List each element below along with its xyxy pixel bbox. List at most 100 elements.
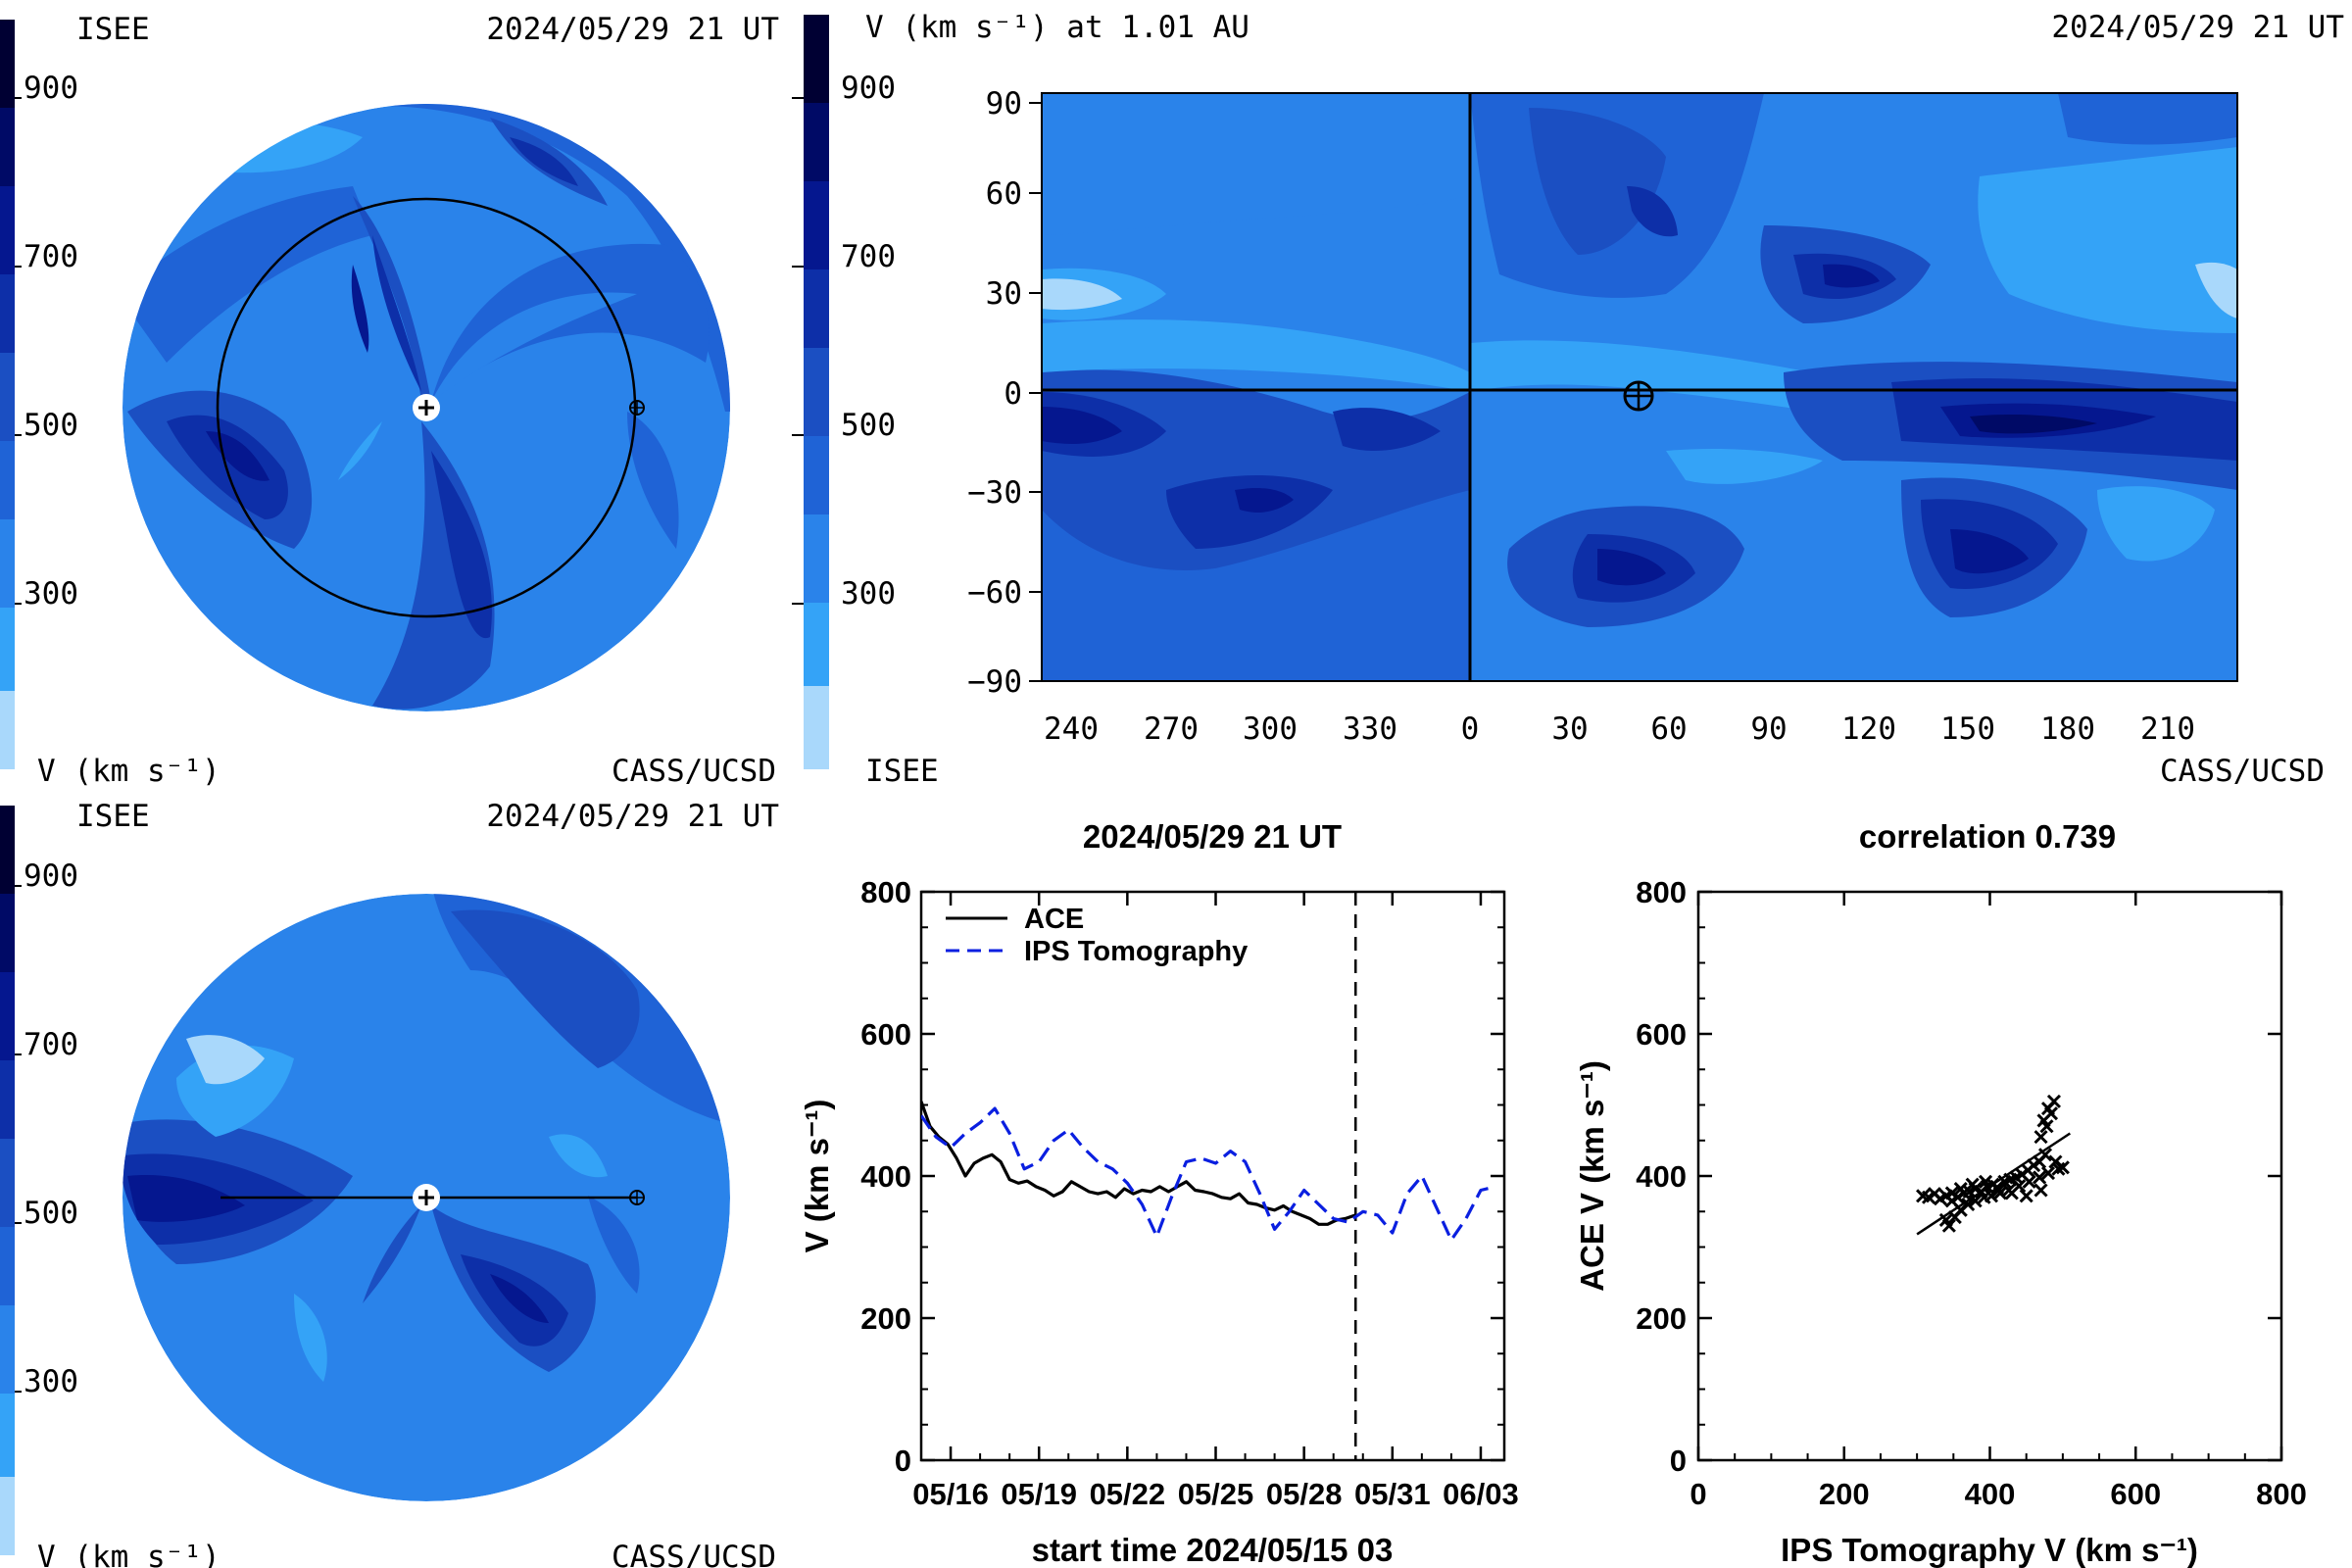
y-axis-label: ACE V (km s⁻¹) (1574, 1060, 1610, 1292)
y-axis-label: V (km s⁻¹) (799, 1100, 835, 1253)
series-line-ace (921, 1101, 1356, 1226)
y-tick-label: 0 (895, 1444, 911, 1478)
credit-label: CASS/UCSD (612, 754, 776, 789)
lon-tick-label: 270 (1144, 711, 1199, 747)
lon-tick-label: 180 (2040, 711, 2095, 747)
credit-label: CASS/UCSD (612, 1540, 776, 1568)
x-tick-label: 06/03 (1443, 1477, 1519, 1511)
scatter-point (2034, 1130, 2048, 1145)
colorbar-bottom-left: 900 700 500 300 (0, 806, 78, 1555)
colorbar-tick: 300 (24, 576, 78, 612)
date-label: 2024/05/29 21 UT (486, 799, 779, 834)
x-axis-label: start time 2024/05/15 03 (1032, 1532, 1394, 1568)
scatter-point (1944, 1186, 1959, 1200)
x-axis: 0 200 400 600 800 (1690, 892, 2307, 1511)
x-tick-label: 600 (2110, 1477, 2161, 1511)
scatter-point (1953, 1181, 1968, 1197)
y-tick-label: 600 (1636, 1017, 1687, 1052)
scatter-point (1965, 1177, 1980, 1192)
series-line-ips-tomography (921, 1106, 1496, 1242)
polar-contour-map (122, 104, 730, 711)
lon-tick-label: 330 (1343, 711, 1397, 747)
earth-icon (1623, 380, 1654, 412)
y-tick-label: 800 (860, 875, 911, 909)
colorbar-tick: 500 (841, 408, 896, 443)
lon-tick-label: 60 (1650, 711, 1687, 747)
date-label: 2024/05/29 21 UT (486, 12, 779, 47)
colorbar-tick: 300 (24, 1364, 78, 1399)
y-tick-label: 400 (1636, 1159, 1687, 1194)
regression-line (1916, 1132, 2072, 1236)
legend-label: IPS Tomography (1024, 936, 1248, 967)
org-label: ISEE (76, 12, 150, 47)
x-tick-label: 05/16 (912, 1477, 989, 1511)
lat-tick-label: −60 (967, 575, 1022, 611)
sun-icon (413, 394, 440, 421)
y-axis: 0 200 400 600 800 (860, 875, 1504, 1478)
scatter-point (2036, 1113, 2051, 1128)
chart-title: 2024/05/29 21 UT (1083, 818, 1342, 855)
lon-axis: 240 270 300 330 0 30 60 90 120 150 180 2… (1044, 711, 2195, 747)
x-tick-label: 200 (1819, 1477, 1870, 1511)
y-tick-label: 600 (860, 1017, 911, 1052)
x-tick-label: 0 (1690, 1477, 1706, 1511)
date-label: 2024/05/29 21 UT (2051, 10, 2344, 45)
scatter-point (2033, 1170, 2047, 1185)
x-axis-label: IPS Tomography V (km s⁻¹) (1781, 1532, 2198, 1568)
org-label: ISEE (76, 799, 150, 834)
lat-tick-label: −30 (967, 475, 1022, 511)
x-tick-label: 05/31 (1354, 1477, 1431, 1511)
scatter-point (2040, 1166, 2056, 1181)
credit-label: CASS/UCSD (2160, 754, 2325, 789)
lat-tick-label: 90 (986, 86, 1022, 122)
earth-icon (629, 1190, 645, 1205)
x-tick-label: 05/22 (1090, 1477, 1166, 1511)
lat-axis: 90 60 30 0 −30 −60 −90 (967, 86, 1042, 700)
scatter-point (2040, 1102, 2056, 1116)
x-tick-label: 800 (2256, 1477, 2307, 1511)
scatter-point (1961, 1197, 1976, 1212)
lat-tick-label: 60 (986, 176, 1022, 212)
legend: ACE IPS Tomography (946, 904, 1248, 967)
lon-tick-label: 150 (1940, 711, 1995, 747)
y-tick-label: 800 (1636, 875, 1687, 909)
scatter-point (2037, 1148, 2053, 1162)
lon-tick-label: 240 (1044, 711, 1099, 747)
y-tick-label: 200 (860, 1301, 911, 1336)
lon-tick-label: 210 (2140, 711, 2195, 747)
scatter-point (1941, 1218, 1956, 1233)
lat-tick-label: 30 (986, 276, 1022, 312)
colorbar-tick: 300 (841, 576, 896, 612)
latlon-map-panel: 900 700 500 300 V (km s⁻¹) at 1.01 AU 20… (792, 10, 2344, 789)
colorbar-tick: 900 (24, 858, 78, 894)
x-tick-label: 05/28 (1266, 1477, 1343, 1511)
x-tick-label: 05/25 (1178, 1477, 1254, 1511)
polar-panel-top: 900 700 500 300 ISEE 2024/05/29 21 UT V … (0, 12, 779, 789)
org-label: ISEE (865, 754, 939, 789)
y-tick-label: 0 (1670, 1444, 1687, 1478)
colorbar-tick: 500 (24, 408, 78, 443)
x-axis: 05/16 05/19 05/22 05/25 05/28 05/31 06/03 (912, 892, 1519, 1511)
lon-tick-label: 90 (1750, 711, 1787, 747)
sun-icon (413, 1184, 440, 1211)
scatter-point (2034, 1183, 2048, 1198)
colorbar-tick: 500 (24, 1196, 78, 1231)
colorbar-tick: 700 (841, 239, 896, 274)
scatter-point (2004, 1186, 2019, 1200)
colorbar-tick: 700 (24, 239, 78, 274)
colorbar-tick: 900 (24, 71, 78, 106)
lon-tick-label: 0 (1461, 711, 1480, 747)
plot-series (921, 892, 1496, 1460)
lat-tick-label: −90 (967, 664, 1022, 700)
chart-title: correlation 0.739 (1859, 818, 2116, 855)
map-title: V (km s⁻¹) at 1.01 AU (865, 10, 1250, 45)
scatter-chart: correlation 0.739 0 200 400 600 800 0 200 400 6… (1574, 818, 2307, 1568)
earth-icon (629, 400, 645, 416)
scatter-point (2048, 1154, 2063, 1169)
y-axis: 0 200 400 600 800 (1636, 875, 2281, 1478)
colorbar-top-left: 900 700 500 300 (0, 20, 78, 769)
units-label: V (km s⁻¹) (37, 1540, 220, 1568)
lat-tick-label: 0 (1004, 376, 1022, 412)
